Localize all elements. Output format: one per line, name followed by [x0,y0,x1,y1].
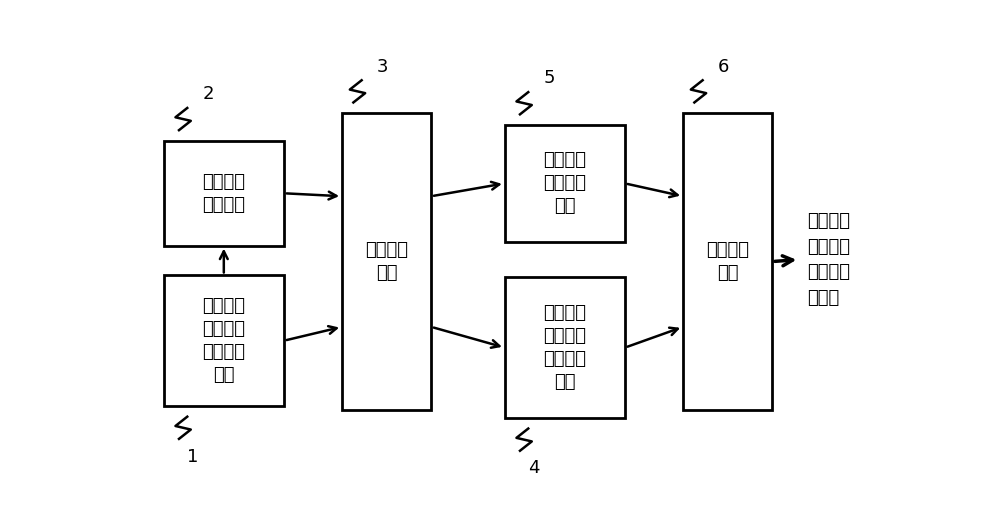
Bar [164,276,284,406]
Text: 单元: 单元 [717,264,738,282]
Text: 关区序列: 关区序列 [202,320,245,338]
Text: 3: 3 [377,58,388,76]
Text: 传统零相: 传统零相 [202,297,245,315]
Text: 的零相关: 的零相关 [807,237,850,255]
Text: 单元: 单元 [376,264,397,282]
Bar [505,125,625,242]
Text: 单元: 单元 [213,366,235,384]
Text: 区多相序: 区多相序 [807,264,850,282]
Text: 选择单元: 选择单元 [202,196,245,214]
Text: 列集合: 列集合 [807,289,839,307]
Text: 循环移位: 循环移位 [365,241,408,259]
Bar [683,113,772,410]
Text: 相互正交: 相互正交 [807,212,850,230]
Bar [342,113,431,410]
Text: 2: 2 [202,85,214,103]
Text: 单元: 单元 [554,373,576,391]
Text: 5: 5 [544,69,555,87]
Text: 关区序列: 关区序列 [543,327,586,345]
Text: 移位零相: 移位零相 [543,304,586,322]
Text: 1: 1 [187,448,198,466]
Text: 移位完美: 移位完美 [543,152,586,170]
Text: 相乘交织: 相乘交织 [706,241,749,259]
Text: 序列存储: 序列存储 [543,174,586,192]
Bar [505,278,625,418]
Text: 完美序列: 完美序列 [202,173,245,191]
Text: 6: 6 [718,58,729,76]
Text: 单元: 单元 [554,197,576,215]
Bar [164,141,284,246]
Text: 集合存储: 集合存储 [543,350,586,368]
Text: 集合选择: 集合选择 [202,343,245,361]
Text: 4: 4 [528,460,540,478]
